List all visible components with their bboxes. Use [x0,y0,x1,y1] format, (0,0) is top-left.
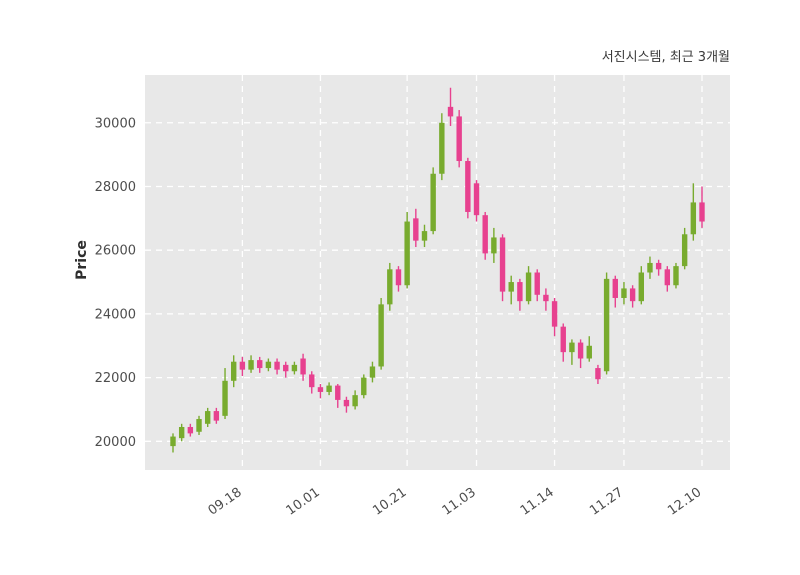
plot-area [145,75,730,470]
candle-body [300,358,306,375]
candle-body [291,364,298,372]
y-tick-label: 24000 [95,307,136,322]
x-axis-ticks: 09.18 10.01 10.21 11.03 11.14 11.27 12.10 [206,485,705,519]
candle-body [586,345,592,359]
candle-body [525,272,532,302]
candles-group [170,87,705,453]
candle-body [204,411,211,424]
x-tick-label: 11.14 [518,485,557,519]
x-tick-label: 10.01 [284,485,323,519]
candle-body [699,202,705,222]
candle-body [404,221,410,286]
candle-body [534,272,540,295]
y-axis-ticks: 20000 22000 24000 26000 28000 30000 [95,116,136,450]
candle-body [265,361,272,369]
candle-body [439,122,445,174]
candle-body [655,262,662,270]
candle-body [621,288,627,298]
candle-body [361,377,367,396]
candle-body [690,202,697,235]
candle-body [603,278,610,372]
candle-body [248,360,254,370]
candle-body [213,411,220,421]
x-tick-label: 09.18 [206,485,245,519]
candle-body [283,364,289,372]
candle-body [638,272,644,302]
candle-body [465,161,471,212]
candle-body [447,106,454,117]
candle-body [178,426,185,439]
y-axis-label: Price [73,240,90,280]
candle-body [187,426,194,434]
candle-body [196,419,202,432]
candle-body [595,368,601,380]
candle-body [257,360,263,369]
candle-body [491,237,497,254]
y-tick-label: 20000 [95,435,136,450]
candle-body [482,215,488,254]
y-tick-label: 26000 [95,244,136,259]
y-tick-label: 30000 [95,116,136,131]
candle-body [378,304,384,367]
candle-body [421,231,428,241]
candle-body [543,294,549,302]
grid [145,75,730,470]
candle-body [456,116,462,162]
candle-body [612,278,618,298]
candle-body [309,374,315,388]
candle-body [369,366,376,378]
candle-body [473,183,480,216]
candle-body [231,361,237,381]
candle-body [387,269,393,305]
candle-body [577,342,584,359]
x-tick-label: 11.27 [587,485,626,519]
candle-body [560,326,566,353]
candle-body [629,288,636,302]
candle-body [239,361,246,370]
candle-body [569,342,575,353]
candle-body [395,269,402,286]
x-tick-label: 11.03 [440,485,479,519]
candle-body [317,387,324,392]
candle-body [343,399,350,407]
candle-body [517,282,523,302]
candle-body [508,282,514,292]
candle-body [326,385,332,392]
candle-body [664,269,671,286]
candle-body [551,301,558,327]
candle-body [170,436,176,447]
candle-body [681,234,688,267]
candle-body [499,237,506,292]
y-tick-label: 28000 [95,180,136,195]
x-tick-label: 12.10 [665,485,704,519]
candle-body [430,173,436,232]
candle-body [647,262,653,273]
candle-body [413,218,419,241]
x-tick-label: 10.21 [370,485,409,519]
candle-body [335,385,341,400]
candle-body [673,266,679,286]
candle-body [274,361,280,370]
chart-title: 서진시스템, 최근 3개월 [601,50,730,65]
y-tick-label: 22000 [95,371,136,386]
candle-body [222,380,228,416]
candle-body [352,395,358,407]
